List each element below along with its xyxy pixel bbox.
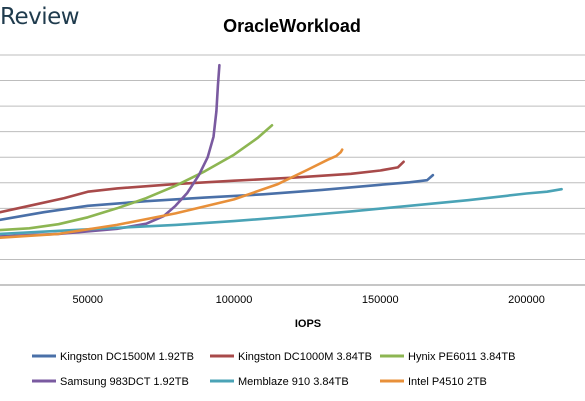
series-line-4 xyxy=(0,187,563,236)
series-line-5 xyxy=(0,148,344,239)
series-line-0 xyxy=(0,173,435,222)
x-tick-label: 100000 xyxy=(216,294,253,306)
series-layer xyxy=(0,63,563,239)
x-axis-label: IOPS xyxy=(295,318,321,330)
legend-label: Hynix PE6011 3.84TB xyxy=(408,351,515,363)
gridlines xyxy=(0,54,585,286)
legend-label: Intel P4510 2TB xyxy=(408,376,487,388)
legend-label: Memblaze 910 3.84TB xyxy=(238,376,349,388)
chart-title: OracleWorkload xyxy=(223,16,361,36)
x-tick-label: 50000 xyxy=(72,294,103,306)
legend: Kingston DC1500M 1.92TB Kingston DC1000M … xyxy=(32,351,515,388)
x-tick-label: 200000 xyxy=(508,294,545,306)
series-line-1 xyxy=(0,160,405,214)
legend-label: Kingston DC1000M 3.84TB xyxy=(238,351,372,363)
brand-logo-text: Review xyxy=(0,4,80,30)
legend-label: Kingston DC1500M 1.92TB xyxy=(60,351,194,363)
legend-label: Samsung 983DCT 1.92TB xyxy=(60,376,189,388)
x-tick-label: 150000 xyxy=(362,294,399,306)
series-line-2 xyxy=(0,124,274,232)
x-axis-ticks: 50000 100000 150000 200000 xyxy=(72,294,544,306)
